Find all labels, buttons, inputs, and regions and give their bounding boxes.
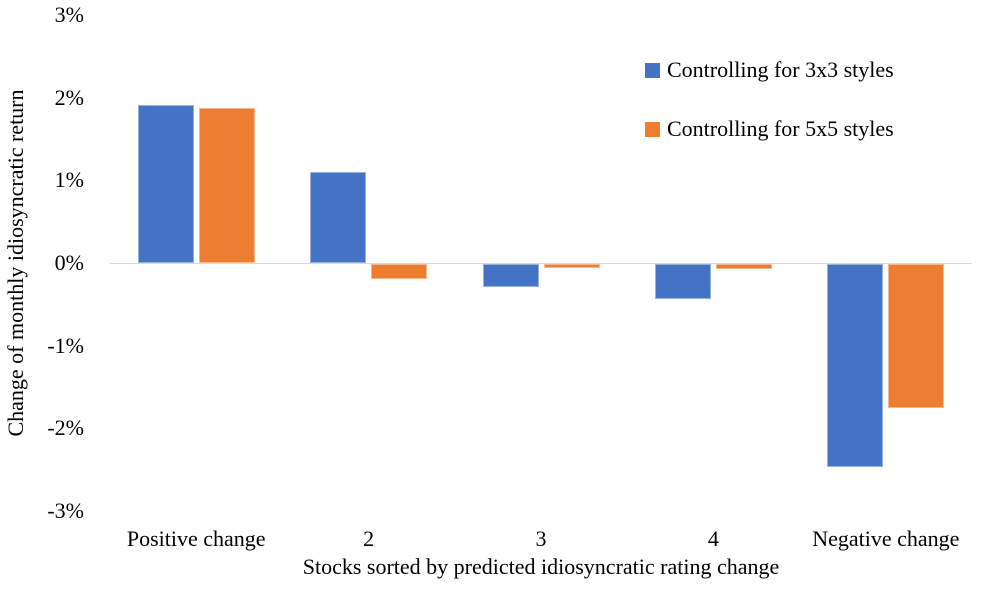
bar-series1-cat2 [310, 172, 367, 263]
zero-gridline [110, 263, 972, 264]
y-tick-label: 1% [54, 167, 84, 193]
legend-item: Controlling for 5x5 styles [645, 116, 894, 142]
bar-series1-cat1 [137, 105, 194, 263]
y-tick-label: -1% [47, 332, 84, 358]
bar-series1-cat3 [482, 264, 539, 288]
x-category-label: Positive change [126, 526, 266, 551]
y-tick-label: 0% [54, 250, 84, 275]
x-category-label: Negative change [812, 526, 960, 551]
legend-swatch-icon [645, 62, 660, 78]
y-tick-label: -3% [47, 498, 84, 523]
y-tick-label: -2% [47, 415, 84, 441]
x-category-label: 3 [535, 526, 547, 551]
x-category-label: 2 [363, 526, 375, 551]
x-axis-title: Stocks sorted by predicted idiosyncratic… [302, 554, 780, 579]
legend-label: Controlling for 3x3 styles [667, 57, 894, 82]
y-tick-label: 3% [54, 1, 84, 27]
legend-item: Controlling for 3x3 styles [645, 57, 894, 83]
bar-series2-cat5 [888, 264, 945, 408]
legend-label: Controlling for 5x5 styles [667, 116, 894, 141]
bar-series2-cat3 [543, 264, 600, 269]
x-category-label: 4 [707, 526, 719, 551]
bar-series1-cat5 [827, 264, 884, 468]
bar-series2-cat2 [371, 264, 428, 279]
bar-series2-cat1 [198, 107, 255, 263]
bar-series1-cat4 [654, 264, 711, 299]
bar-series2-cat4 [715, 264, 772, 269]
y-tick-label: 2% [54, 84, 84, 110]
legend-swatch-icon [645, 121, 660, 137]
